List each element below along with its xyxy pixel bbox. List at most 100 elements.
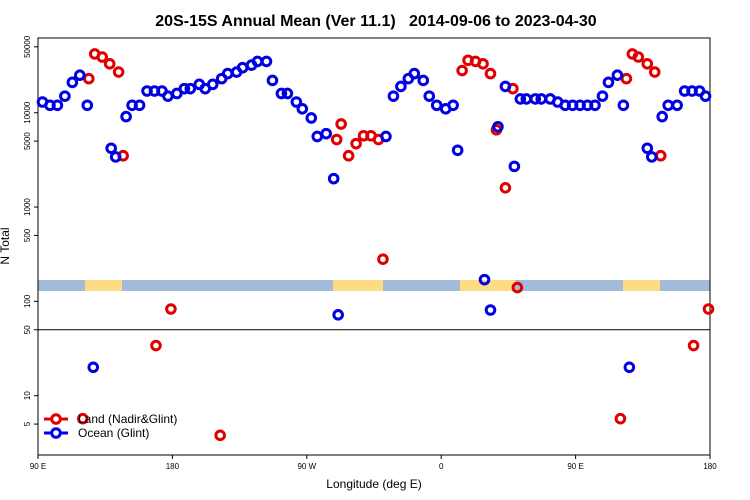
data-point (377, 253, 389, 265)
data-point (648, 66, 661, 78)
data-point (66, 76, 79, 89)
data-point (260, 55, 273, 68)
data-point (478, 273, 491, 286)
data-point (77, 412, 89, 425)
data-point (350, 137, 362, 150)
y-tick-label: 1000 (23, 198, 32, 216)
data-point (103, 58, 116, 70)
data-point (602, 76, 615, 89)
data-point (645, 151, 658, 163)
data-point (59, 90, 71, 102)
data-point (499, 80, 512, 93)
x-tick-label: 90 W (297, 462, 316, 471)
data-point (266, 74, 279, 87)
y-tick-label: 10000 (23, 101, 32, 124)
legend-marker (50, 413, 62, 425)
data-point (184, 82, 197, 95)
data-point (535, 93, 548, 105)
x-axis-label: Longitude (deg E) (326, 477, 421, 491)
data-point (620, 72, 633, 85)
data-point (81, 99, 94, 112)
data-point (499, 181, 512, 194)
data-point (671, 99, 683, 112)
data-point (656, 110, 669, 123)
data-point (206, 78, 219, 91)
data-point (150, 339, 162, 352)
legend-label: Land (Nadir&Glint) (78, 412, 177, 426)
y-axis-label: N Total (0, 227, 12, 264)
x-tick-label: 180 (166, 462, 180, 471)
data-point (311, 130, 324, 143)
data-point (236, 61, 249, 74)
land-band (623, 280, 660, 291)
data-point (520, 93, 533, 105)
data-point (112, 66, 125, 78)
data-point (508, 160, 521, 173)
data-point (387, 90, 400, 102)
data-point (641, 58, 654, 70)
data-point (654, 149, 667, 162)
y-tick-label: 50 (23, 325, 32, 334)
y-tick-label: 100 (23, 294, 32, 308)
data-point (178, 82, 191, 95)
x-tick-label: 0 (439, 462, 444, 471)
data-point (251, 55, 264, 68)
data-point (687, 339, 700, 352)
data-point (430, 99, 443, 112)
y-tick-label: 50000 (23, 35, 32, 58)
data-point (529, 93, 542, 105)
surface-band (38, 280, 710, 291)
y-tick-label: 5000 (23, 132, 32, 150)
data-point (484, 67, 497, 80)
land-band (333, 280, 383, 291)
data-point (51, 99, 64, 112)
data-point (662, 99, 674, 112)
data-point (477, 58, 489, 70)
data-point (82, 72, 95, 85)
data-point (511, 281, 524, 294)
data-point (589, 99, 601, 112)
data-point (221, 67, 234, 80)
x-tick-label: 90 E (567, 462, 583, 471)
data-point (484, 304, 497, 316)
y-tick-label: 10 (23, 391, 32, 400)
x-tick-label: 180 (703, 462, 717, 471)
data-point (492, 120, 504, 133)
x-tick-label: 90 E (30, 462, 46, 471)
data-point (447, 99, 459, 112)
data-point (290, 96, 303, 108)
data-point (423, 90, 436, 102)
data-point (702, 303, 715, 315)
data-point (120, 110, 132, 123)
data-point (614, 412, 627, 425)
data-point (305, 112, 318, 124)
data-point (332, 309, 344, 321)
data-point (133, 99, 146, 112)
data-point (330, 133, 343, 146)
data-point (456, 64, 468, 77)
data-point (623, 361, 636, 374)
legend-label: Ocean (Glint) (78, 426, 149, 440)
data-point (699, 90, 712, 102)
y-tick-label: 500 (23, 228, 32, 242)
data-point (96, 51, 109, 63)
data-point (281, 87, 294, 100)
data-point (275, 87, 288, 100)
data-point (296, 103, 309, 115)
data-point (74, 69, 86, 82)
data-point (109, 151, 122, 163)
data-point (395, 80, 407, 93)
data-point (320, 127, 333, 140)
data-point (327, 172, 340, 185)
data-point (105, 142, 117, 155)
data-point (611, 69, 624, 82)
data-point (335, 118, 347, 130)
data-point (87, 361, 100, 374)
data-point (417, 74, 430, 87)
y-tick-label: 5 (23, 421, 32, 426)
data-point (408, 67, 421, 80)
data-point (162, 90, 174, 102)
legend-marker (50, 427, 62, 439)
data-point (514, 93, 527, 105)
